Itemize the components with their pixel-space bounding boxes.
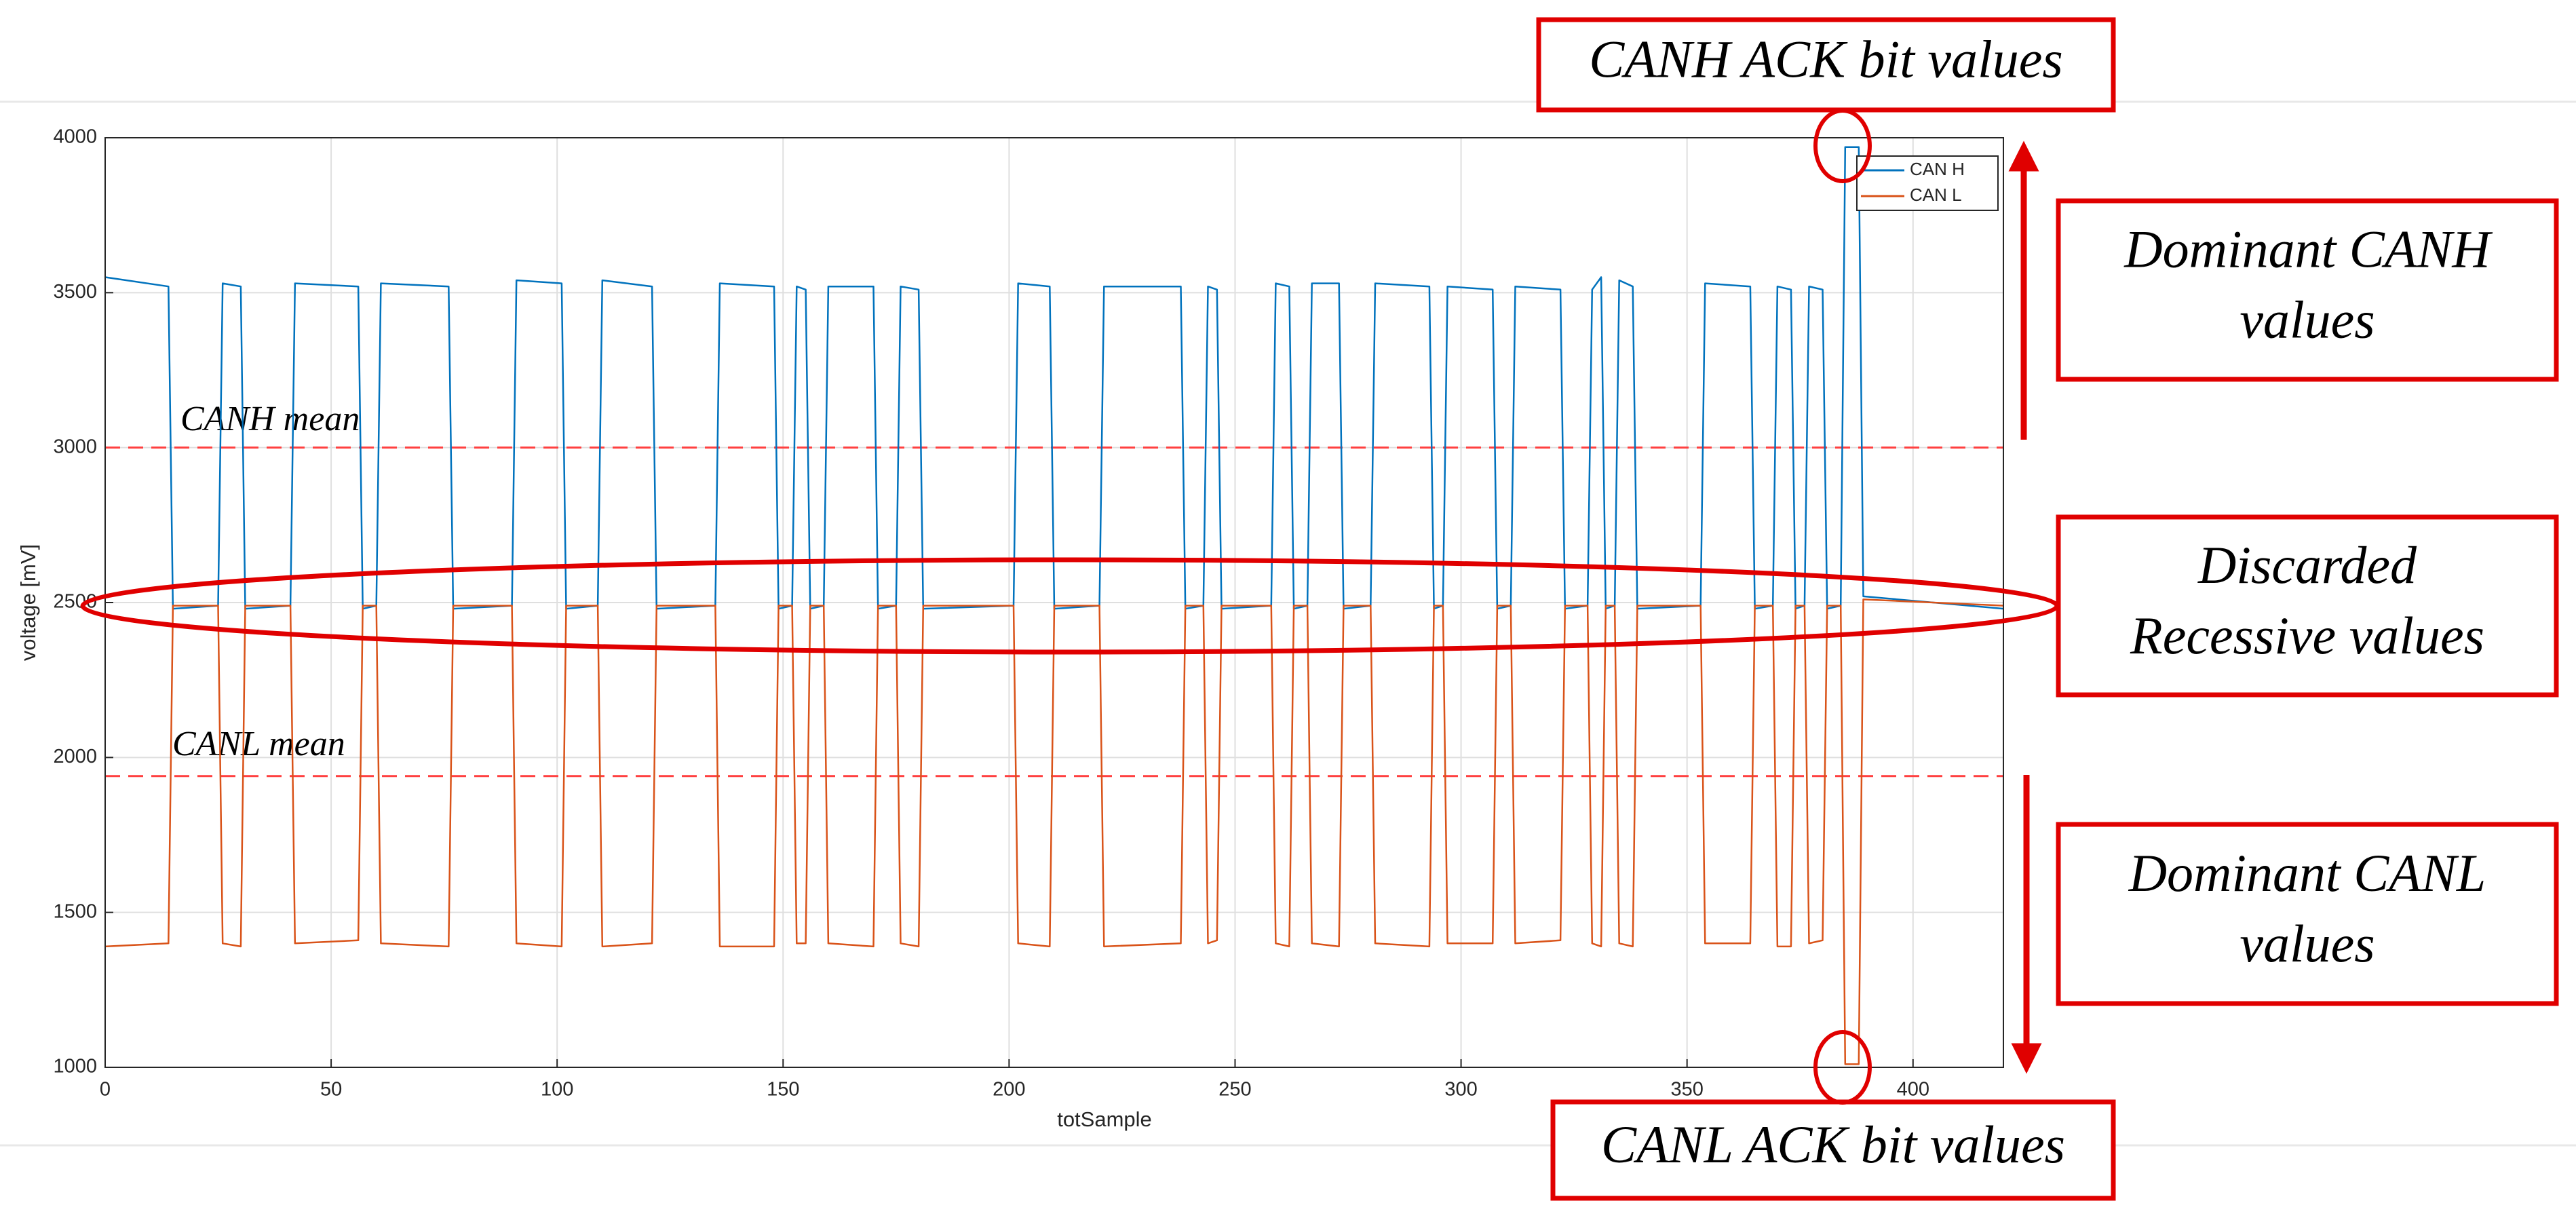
x-tick-label: 350 (1670, 1079, 1703, 1101)
reference-label: CANH mean (180, 400, 360, 438)
annotation-text: Discarded (2197, 535, 2417, 594)
x-tick-label: 150 (767, 1079, 799, 1101)
annotation-text: CANL ACK bit values (1601, 1115, 2065, 1174)
annotation-text: Dominant CANL (2128, 843, 2486, 902)
reference-label: CANL mean (172, 725, 345, 763)
annotation-text: Dominant CANH (2123, 219, 2493, 278)
y-tick-label: 4000 (53, 126, 97, 148)
highlight-ellipse (80, 557, 2060, 655)
annotation-box (1550, 1099, 2116, 1201)
y-axis-label: voltage [mV] (16, 544, 40, 661)
x-tick-label: 100 (541, 1079, 573, 1101)
x-tick-label: 0 (100, 1079, 111, 1101)
annotation-text: CANH ACK bit values (1589, 29, 2062, 88)
legend-label: CAN L (1910, 185, 1962, 205)
x-axis-label: totSample (1057, 1107, 1152, 1131)
x-tick-label: 400 (1897, 1079, 1929, 1101)
annotation-text: values (2239, 914, 2375, 973)
annotation-text: values (2239, 290, 2375, 349)
x-tick-label: 200 (993, 1079, 1025, 1101)
highlight-ellipse (1813, 109, 1872, 183)
annotation-box (2056, 514, 2559, 698)
axes-box (104, 137, 2004, 1068)
y-tick-label: 3500 (53, 281, 97, 303)
y-tick-label: 1000 (53, 1056, 97, 1078)
highlight-ellipse (1813, 1030, 1872, 1105)
annotation-text: Recessive values (2130, 606, 2484, 665)
series-line (104, 598, 2004, 1065)
y-tick-label: 3000 (53, 436, 97, 457)
y-tick-label: 2000 (53, 746, 97, 767)
y-tick-label: 1500 (53, 900, 97, 922)
annotation-box (1536, 17, 2116, 113)
x-tick-label: 250 (1218, 1079, 1251, 1101)
legend-box (1856, 155, 1999, 211)
legend-label: CAN H (1910, 159, 1965, 179)
x-tick-label: 300 (1444, 1079, 1477, 1101)
annotation-box (2056, 822, 2559, 1006)
x-tick-label: 50 (320, 1079, 342, 1101)
series-line (104, 146, 2004, 610)
annotation-box (2056, 198, 2559, 382)
